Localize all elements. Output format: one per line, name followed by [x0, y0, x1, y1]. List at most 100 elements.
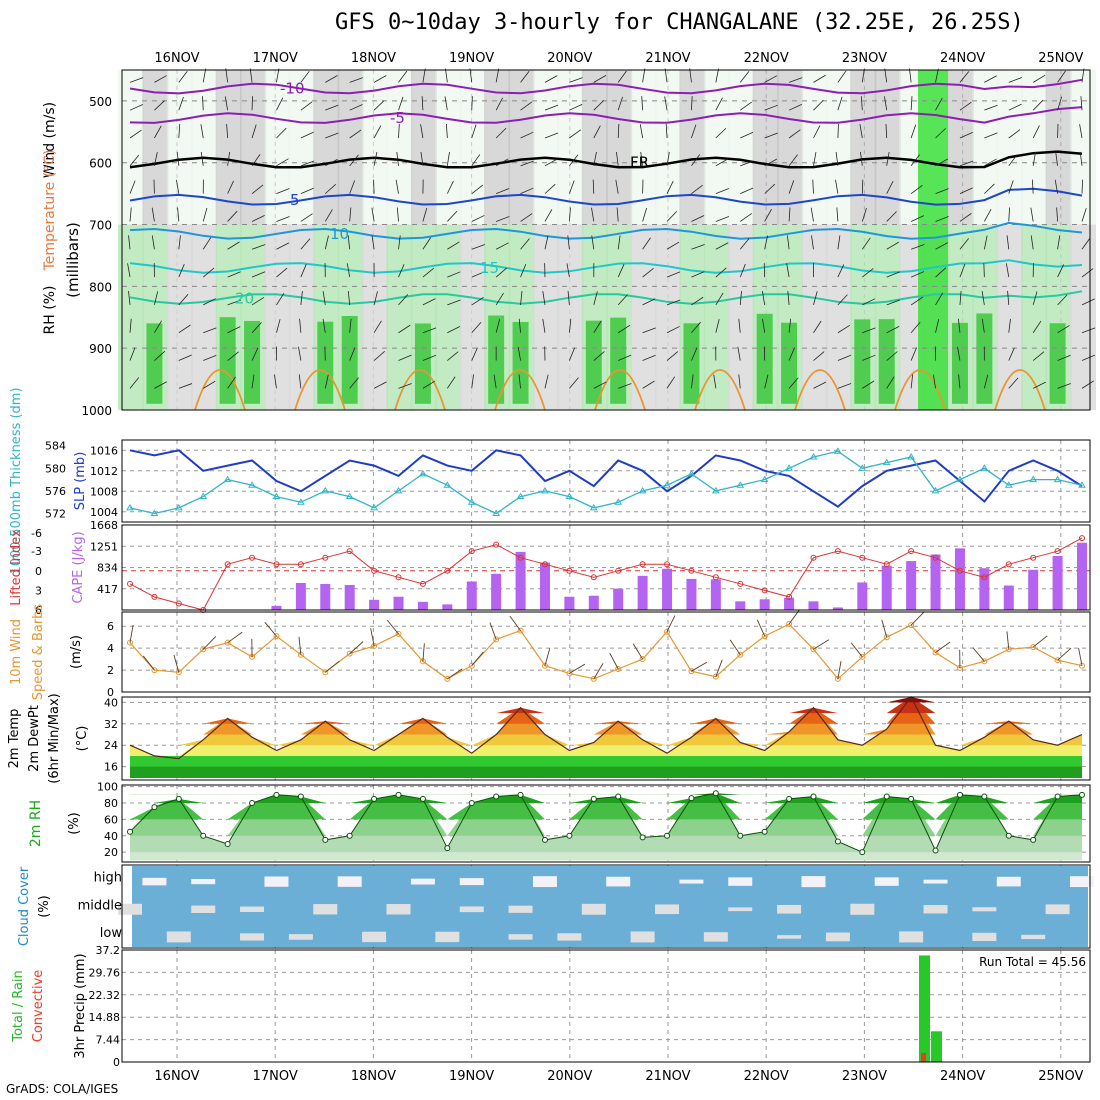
wind-barb [151, 235, 155, 250]
isotherm-warm [294, 369, 346, 411]
wind-barb-10m [632, 643, 643, 660]
wind-barb [666, 271, 681, 278]
wind-barb [859, 124, 863, 139]
wind-barb [886, 151, 890, 166]
rh-point [590, 795, 597, 802]
li-tick: -3 [31, 545, 42, 558]
wind-barb [544, 209, 553, 222]
li-point [273, 561, 280, 568]
thickness-point [589, 503, 598, 511]
cloud-clear-block [118, 903, 142, 915]
wind-barb [886, 351, 898, 361]
wind-barb [836, 207, 839, 222]
li-point [249, 554, 256, 561]
wind-barb [810, 207, 814, 222]
wind-barb [591, 235, 595, 250]
wind-barb [227, 180, 234, 194]
wind-barb [520, 187, 534, 195]
wind-barb [1079, 151, 1083, 166]
wind-barb [422, 237, 432, 250]
wind-axis-label-a: 10m Wind [9, 619, 24, 685]
wind-barb [886, 211, 897, 222]
wind-barb [1057, 325, 1070, 334]
wind-barb [935, 216, 949, 222]
wind-barb [1081, 68, 1085, 83]
thickness-tick: 584 [45, 440, 66, 453]
rh-point [297, 793, 304, 800]
wind-barb [837, 96, 843, 111]
wind-barb [666, 180, 674, 194]
wind-barb [1030, 207, 1034, 222]
rh-band [606, 70, 633, 225]
wind-barb [835, 179, 839, 194]
date-label-bottom: 21NOV [645, 1069, 690, 1084]
wind-barb [251, 154, 261, 167]
rh-axis-unit: (%) [67, 812, 82, 835]
cloud-clear-block [996, 876, 1021, 887]
li-point [810, 554, 817, 561]
wind-barb [666, 211, 678, 222]
rh-band-saturated [918, 70, 948, 410]
wind-speed-point [1054, 657, 1061, 664]
rh-band [337, 70, 364, 225]
wind-barb [1080, 96, 1083, 111]
wind-barb [1081, 380, 1094, 389]
wind-barb [276, 127, 287, 139]
wind-barb [591, 207, 595, 222]
rh-band [801, 224, 828, 410]
wind-barb [447, 326, 461, 334]
wind-barb [444, 96, 448, 111]
li-point [615, 567, 622, 574]
wind-barb [127, 263, 131, 278]
thickness-point [394, 486, 403, 494]
wind-barb [786, 263, 790, 278]
wind-barb [715, 68, 719, 83]
wind-barb [1057, 294, 1068, 306]
rh-band [410, 70, 437, 225]
rh-band [264, 70, 291, 225]
rh-point [908, 795, 915, 802]
thickness-point [956, 475, 964, 483]
wind-speed-point [615, 665, 622, 672]
wind-barb [568, 318, 572, 333]
cape-bar [832, 607, 843, 610]
wind-barb [862, 354, 876, 361]
rh-band [1021, 224, 1048, 410]
isotherm-line [129, 290, 1083, 305]
thickness-point [174, 503, 183, 511]
thickness-point [760, 475, 769, 483]
wind-barb [178, 264, 185, 278]
wind-barb [495, 267, 508, 278]
li-point [859, 554, 866, 561]
wind-speed-point [688, 668, 695, 675]
wind-barb [1008, 129, 1021, 139]
wind-barb [910, 184, 923, 194]
wind-barb [349, 318, 352, 333]
wind-barb [984, 132, 998, 139]
isotherm-label: 15 [480, 259, 499, 277]
date-label-top: 23NOV [842, 51, 887, 66]
li-point [395, 574, 402, 581]
date-label-top: 22NOV [744, 51, 789, 66]
wind-barb-10m [972, 647, 985, 662]
wind-barb [1057, 354, 1071, 361]
wind-barb [493, 374, 497, 389]
precip-axis-label-a: Total / Rain [11, 970, 26, 1043]
cape-bar [417, 601, 428, 610]
cape-bar [930, 554, 941, 610]
wind-barb [935, 267, 947, 278]
isotherm-warm [994, 369, 1046, 411]
wind-barb [300, 160, 315, 167]
wind-barb [642, 68, 646, 83]
wind-barb [932, 374, 936, 389]
rh-band [996, 224, 1023, 410]
rh-tick: 80 [104, 797, 118, 810]
wind-barb [764, 374, 769, 389]
li-point [932, 554, 939, 561]
cloud-clear-block [166, 931, 191, 943]
wind-barb [202, 68, 207, 83]
cape-tick: 1251 [90, 540, 118, 553]
wind-barb [349, 129, 362, 139]
cape-bar [735, 601, 746, 610]
wind-barb [251, 322, 262, 333]
